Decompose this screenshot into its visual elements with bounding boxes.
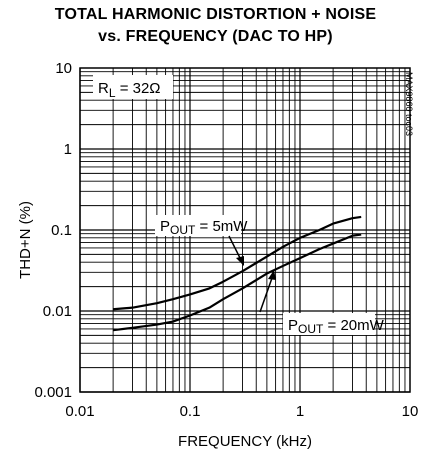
series-line-0 <box>113 215 362 311</box>
series-label-20mw: POUT = 20mW <box>259 270 385 336</box>
y-tick-label: 0.01 <box>43 303 72 320</box>
x-tick-label: 10 <box>402 403 419 420</box>
arrow-20mw <box>259 277 273 313</box>
figure-id: MAX9860 toc03 <box>404 72 414 136</box>
y-tick-label: 0.001 <box>34 384 72 401</box>
x-axis-label: FREQUENCY (kHz) <box>178 433 312 450</box>
y-tick-label: 10 <box>55 60 72 77</box>
arrowhead-5mw <box>236 256 244 266</box>
series-group <box>112 215 362 332</box>
y-tick-label: 1 <box>64 141 72 158</box>
x-tick-label: 0.1 <box>180 403 201 420</box>
rl-prefix: R <box>98 80 109 97</box>
svg-text:RL = 32Ω: RL = 32Ω <box>98 80 161 100</box>
x-tick-label: 0.01 <box>65 403 94 420</box>
load-condition-label: RL = 32Ω <box>93 75 173 100</box>
rl-value: = 32Ω <box>116 80 161 97</box>
y-tick-label: 0.1 <box>51 222 72 239</box>
x-tick-label: 1 <box>296 403 304 420</box>
svg-text:POUT = 20mW: POUT = 20mW <box>288 317 385 336</box>
svg-text:POUT = 5mW: POUT = 5mW <box>160 218 248 237</box>
arrowhead-20mw <box>268 270 276 280</box>
arrow-5mw <box>228 235 242 261</box>
series-label-5mw: POUT = 5mW <box>155 215 248 266</box>
tick-labels: 0.01 0.1 1 10 0.001 0.01 0.1 1 10 <box>34 60 418 420</box>
chart-title-line2: vs. FREQUENCY (DAC TO HP) <box>98 28 333 45</box>
y-axis-label: THD+N (%) <box>17 201 34 279</box>
plot-border <box>79 67 411 393</box>
rl-sub: L <box>109 86 116 100</box>
chart-title-line1: TOTAL HARMONIC DISTORTION + NOISE <box>54 6 377 23</box>
series-line-1 <box>112 233 362 332</box>
